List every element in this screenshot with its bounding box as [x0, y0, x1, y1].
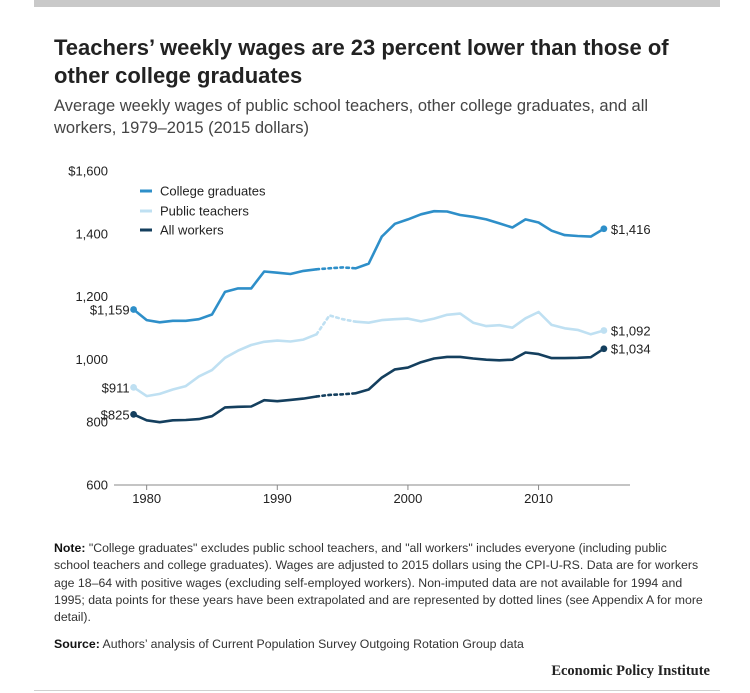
series-line-teachers-segment-2: [354, 310, 606, 336]
x-tick-label: 1980: [132, 491, 161, 506]
data-label-college-start: $1,159: [90, 302, 130, 317]
y-tick-label: $1,600: [68, 164, 108, 179]
chart-subtitle: Average weekly wages of public school te…: [54, 97, 649, 137]
x-tick-label: 1990: [263, 491, 292, 506]
series-point-teachers-start: [130, 383, 137, 391]
chart-source: Source: Authors’ analysis of Current Pop…: [54, 636, 704, 653]
bottom-divider: [34, 690, 720, 691]
data-label-teachers-end: $1,092: [611, 324, 651, 339]
y-tick-label: 800: [86, 415, 108, 430]
series-point-workers-end: [600, 345, 608, 353]
source-label: Source:: [54, 637, 100, 651]
series-line-workers-segment-2: [354, 347, 606, 395]
publisher-logo: Economic Policy Institute: [551, 663, 710, 679]
legend-label-workers: All workers: [160, 223, 224, 238]
x-tick-label: 2010: [524, 491, 553, 506]
y-tick-label: 1,000: [75, 352, 108, 367]
data-label-college-end: $1,416: [611, 222, 651, 237]
series-line-college-segment-1: [132, 267, 318, 324]
note-label: Note:: [54, 541, 86, 555]
chart-note: Note: "College graduates" excludes publi…: [54, 540, 704, 626]
legend-label-college: College graduates: [160, 184, 266, 199]
series-point-college-start: [130, 306, 137, 313]
y-tick-label: 1,400: [75, 226, 108, 241]
data-label-teachers-start: $911: [102, 380, 130, 395]
series-line-teachers-segment-1: [132, 332, 318, 398]
series-line-workers-dotted: [315, 391, 358, 398]
line-chart: 600 800 1,000 1,200 1,400 $1,600 1980 1990 2000 2…: [68, 164, 651, 507]
data-label-workers-start: $825: [101, 407, 130, 422]
top-divider: [34, 0, 720, 7]
source-text: Authors’ analysis of Current Population …: [102, 637, 524, 651]
series-line-college-dotted: [315, 266, 358, 271]
series-line-teachers-dotted: [315, 313, 358, 336]
legend-label-teachers: Public teachers: [160, 204, 249, 219]
series-point-college-end: [600, 225, 608, 233]
series-line-workers-segment-1: [132, 395, 318, 424]
y-tick-label: 600: [86, 478, 108, 493]
chart-title: Teachers’ weekly wages are 23 percent lo…: [54, 35, 669, 88]
y-tick-label: 1,200: [75, 289, 108, 304]
series-line-college-segment-2: [354, 209, 606, 270]
series-point-teachers-end: [600, 327, 608, 334]
series-point-workers-start: [130, 410, 137, 418]
data-label-workers-end: $1,034: [611, 342, 651, 357]
x-tick-label: 2000: [393, 491, 422, 506]
note-text: "College graduates" excludes public scho…: [54, 541, 703, 625]
